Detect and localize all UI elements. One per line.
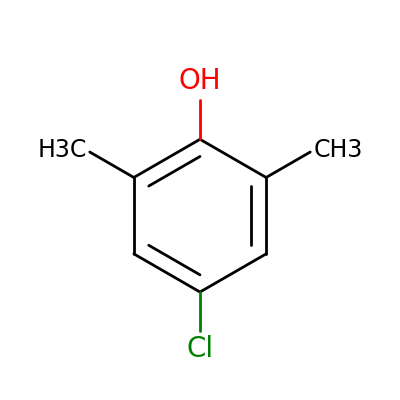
Text: H3C: H3C — [37, 138, 87, 162]
Text: OH: OH — [179, 68, 221, 96]
Text: Cl: Cl — [186, 335, 214, 363]
Text: CH3: CH3 — [313, 138, 363, 162]
